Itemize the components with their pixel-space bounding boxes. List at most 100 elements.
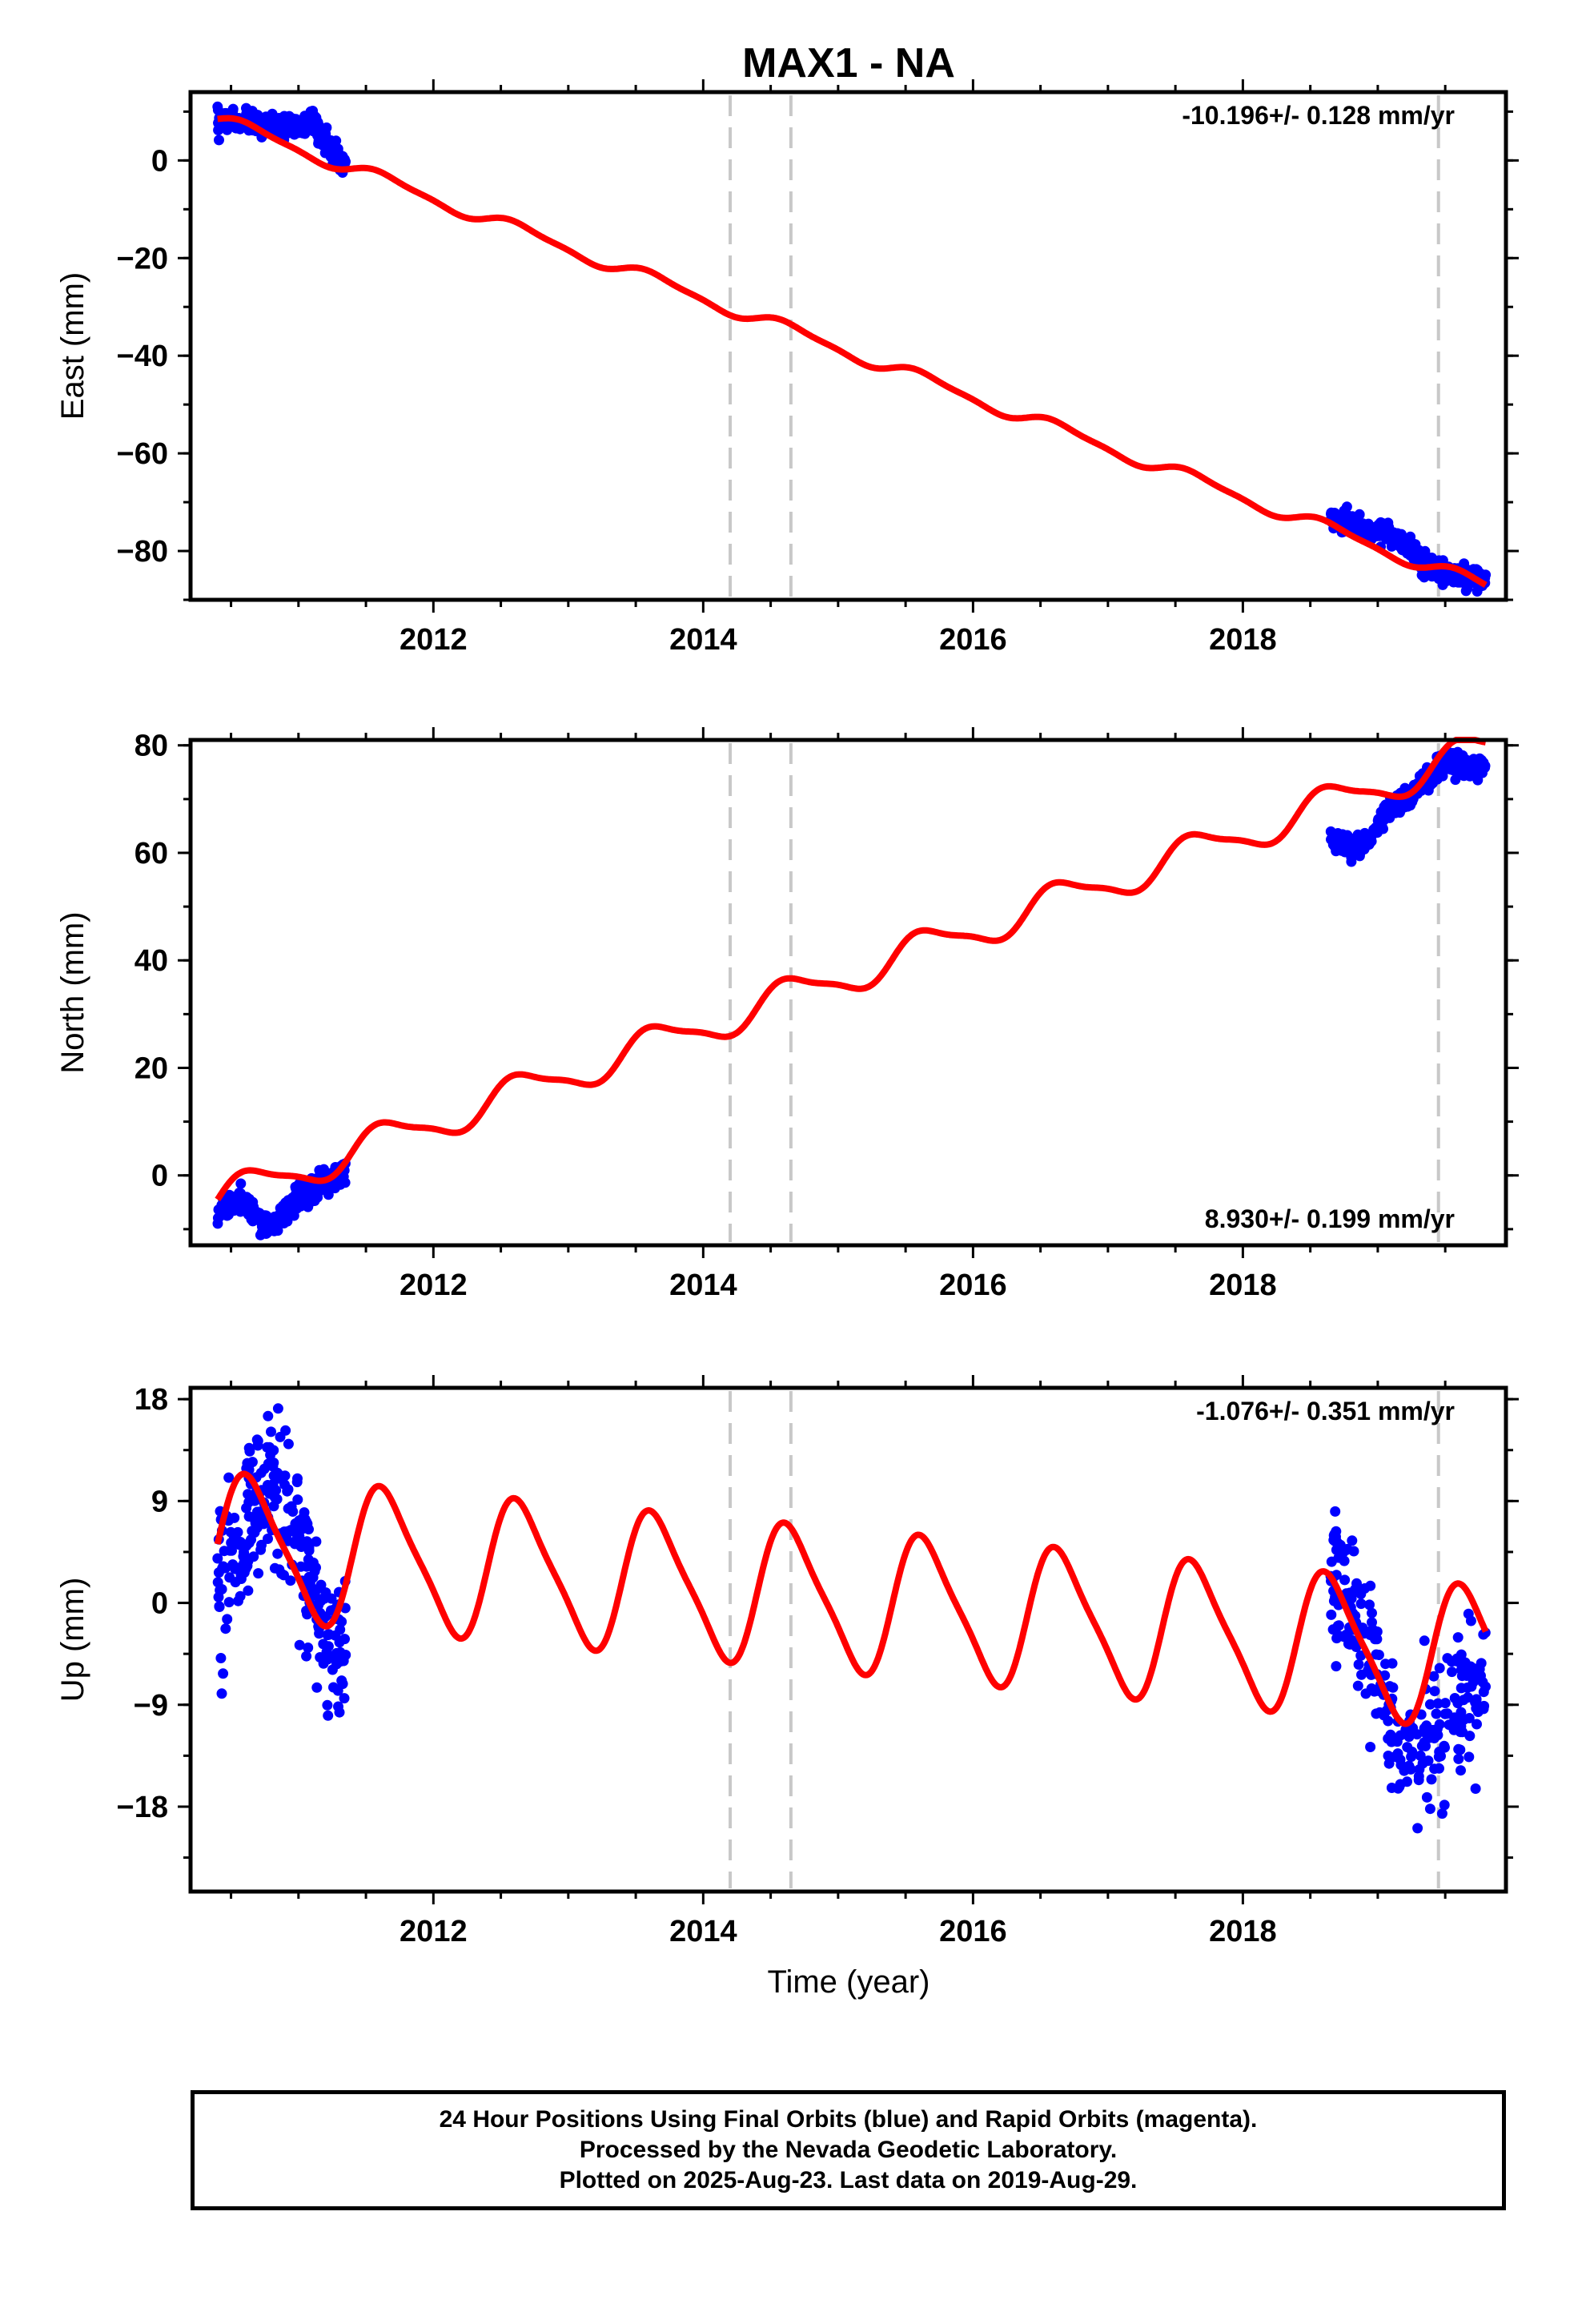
up-data-point xyxy=(1421,1791,1432,1803)
up-data-point xyxy=(1424,1699,1435,1710)
north-data-point xyxy=(1450,774,1461,786)
up-data-point xyxy=(1340,1629,1351,1640)
up-data-point xyxy=(1364,1599,1375,1610)
up-data-point xyxy=(1387,1682,1399,1693)
up-data-point xyxy=(1347,1535,1358,1546)
up-data-point xyxy=(1331,1544,1342,1555)
east-rate-label: -10.196+/- 0.128 mm/yr xyxy=(1182,101,1455,130)
east-data-point xyxy=(331,135,342,147)
north-data-point xyxy=(261,1220,272,1232)
east-data-point xyxy=(313,138,324,149)
up-data-point xyxy=(247,1457,258,1468)
up-y-tick-label: 18 xyxy=(135,1383,168,1417)
up-data-point xyxy=(334,1707,345,1718)
up-data-point xyxy=(1463,1692,1473,1703)
up-data-point xyxy=(1436,1808,1447,1819)
up-data-point xyxy=(235,1574,247,1584)
up-data-point xyxy=(294,1639,305,1651)
up-data-point xyxy=(235,1590,246,1602)
up-data-point xyxy=(283,1438,294,1449)
up-data-point xyxy=(241,1502,252,1514)
east-x-tick-label: 2016 xyxy=(939,623,1007,657)
up-data-point xyxy=(258,1518,269,1530)
up-data-point xyxy=(223,1597,235,1608)
east-data-point xyxy=(1423,552,1434,563)
up-data-point xyxy=(301,1651,312,1662)
up-data-point xyxy=(1434,1663,1445,1674)
up-data-point xyxy=(1479,1700,1490,1711)
up-data-point xyxy=(253,1568,264,1579)
up-data-point xyxy=(1371,1708,1382,1719)
up-y-tick-label: −9 xyxy=(134,1689,168,1723)
up-data-point xyxy=(1429,1733,1439,1743)
panel-up: 2012 2014 2016 2018 18 9 0 −9 −18 Up (mm) -1.076+/… xyxy=(55,1375,1519,1948)
up-data-point xyxy=(295,1561,307,1572)
up-data-point xyxy=(1462,1683,1473,1693)
up-data-point xyxy=(282,1486,293,1497)
up-data-point xyxy=(268,1470,279,1482)
up-data-point xyxy=(321,1647,332,1658)
up-data-point xyxy=(336,1616,347,1627)
up-data-point xyxy=(249,1527,260,1538)
north-data-point xyxy=(1355,844,1367,855)
up-data-point xyxy=(1426,1774,1437,1785)
footer-line-3: Plotted on 2025-Aug-23. Last data on 201… xyxy=(559,2167,1138,2193)
north-data-point xyxy=(338,1175,348,1186)
up-data-point xyxy=(239,1558,250,1569)
up-data-point xyxy=(1394,1781,1405,1792)
east-data-point xyxy=(335,151,346,161)
up-data-point xyxy=(1342,1543,1353,1554)
up-data-point xyxy=(1355,1650,1367,1661)
up-data-point xyxy=(1380,1659,1391,1670)
up-data-point xyxy=(1480,1681,1491,1692)
up-data-point xyxy=(243,1585,254,1596)
up-data-point xyxy=(1333,1620,1344,1631)
up-data-point xyxy=(1373,1650,1384,1660)
east-data-point xyxy=(1409,551,1420,562)
up-data-point xyxy=(1452,1632,1464,1643)
up-x-tick-label: 2016 xyxy=(939,1915,1007,1948)
east-data-point xyxy=(310,111,320,122)
up-data-point xyxy=(1435,1751,1446,1762)
north-data-point xyxy=(245,1198,256,1209)
up-data-point xyxy=(217,1563,228,1574)
up-data-point xyxy=(1431,1708,1442,1719)
up-data-point xyxy=(266,1426,276,1437)
up-data-point xyxy=(1365,1580,1376,1591)
east-data-point xyxy=(1341,501,1352,513)
north-data-point xyxy=(229,1191,240,1202)
north-y-axis-label: North (mm) xyxy=(55,911,90,1073)
up-data-point xyxy=(1383,1758,1395,1769)
up-data-point xyxy=(265,1449,276,1461)
up-data-point xyxy=(235,1538,247,1549)
north-x-tick-label: 2014 xyxy=(669,1269,737,1302)
up-data-point xyxy=(1383,1751,1394,1761)
up-data-point xyxy=(214,1602,225,1612)
up-data-point xyxy=(248,1551,259,1562)
up-data-point xyxy=(279,1470,291,1482)
up-data-point xyxy=(303,1542,315,1553)
up-data-point xyxy=(1402,1742,1413,1753)
up-data-point xyxy=(222,1614,233,1625)
up-data-point xyxy=(1350,1584,1361,1595)
up-data-point xyxy=(1471,1694,1482,1705)
up-data-point xyxy=(1391,1735,1403,1746)
up-data-point xyxy=(218,1668,229,1679)
footer-line-1: 24 Hour Positions Using Final Orbits (bl… xyxy=(439,2106,1258,2133)
up-data-point xyxy=(1352,1680,1363,1691)
north-plot-frame xyxy=(188,738,1508,1248)
up-data-point xyxy=(1447,1667,1457,1678)
panel-north: 2012 2014 2016 2018 80 60 40 20 0 North (mm) 8.930… xyxy=(55,727,1519,1302)
up-data-point xyxy=(319,1593,330,1604)
up-data-point xyxy=(1379,1710,1390,1721)
up-data-point xyxy=(286,1501,297,1512)
north-y-tick-label: 20 xyxy=(135,1051,168,1085)
north-data-point xyxy=(220,1201,231,1212)
east-y-axis-label: East (mm) xyxy=(55,272,90,420)
up-y-tick-label: 9 xyxy=(151,1485,168,1518)
up-data-point xyxy=(307,1557,319,1568)
east-model-curve xyxy=(215,115,1488,588)
up-data-point xyxy=(318,1638,329,1650)
x-axis-label: Time (year) xyxy=(768,1964,930,2000)
up-data-point xyxy=(215,1653,227,1663)
